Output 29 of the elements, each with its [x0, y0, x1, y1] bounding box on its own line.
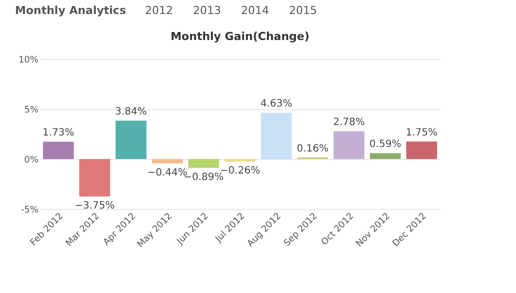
bar	[260, 112, 292, 159]
bar	[42, 142, 74, 159]
y-tick-label: 5%	[24, 106, 39, 116]
bar	[116, 120, 146, 159]
data-label: 1.73%	[42, 128, 74, 139]
text: 2012	[145, 4, 173, 17]
data-label: 0.59%	[369, 139, 402, 150]
bar	[79, 159, 110, 196]
text: 2014	[241, 4, 269, 17]
data-label: 2.78%	[333, 117, 365, 128]
bar	[370, 153, 401, 159]
y-tick-label: 0%	[24, 156, 39, 166]
y-tick-label: 10%	[18, 56, 39, 66]
text: Monthly Analytics	[15, 4, 126, 17]
data-label: 4.63%	[260, 98, 292, 110]
data-label: 3.84%	[115, 106, 147, 118]
bar	[334, 131, 364, 159]
data-label: 0.16%	[296, 143, 329, 154]
bar	[224, 159, 256, 162]
bar	[188, 159, 220, 168]
chart-title: Monthly Gain(Change)	[170, 30, 310, 43]
bar	[152, 159, 183, 164]
text: 2013	[193, 4, 221, 17]
data-label: 1.75%	[406, 128, 438, 138]
text: 2015	[289, 4, 317, 17]
bar	[406, 142, 438, 159]
data-label: −0.44%	[147, 167, 188, 178]
y-tick-label: -5%	[20, 206, 39, 216]
data-label: −3.75%	[74, 200, 115, 212]
